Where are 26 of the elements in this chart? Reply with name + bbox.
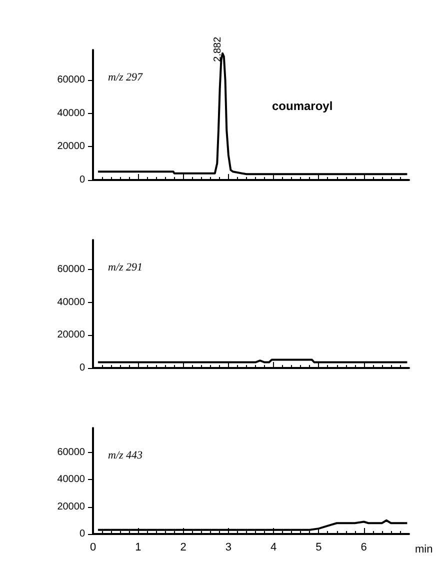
y-tick-label: 40000: [57, 296, 86, 308]
annotation: m/z 443: [108, 450, 144, 462]
x-tick-label: 3: [225, 542, 232, 554]
y-tick-label: 20000: [57, 141, 86, 152]
y-tick-label: 0: [79, 174, 86, 186]
y-tick-label: 60000: [57, 74, 86, 86]
x-tick-label: 6: [360, 542, 367, 554]
y-tick-label: 20000: [57, 501, 86, 512]
y-tick-label: 60000: [57, 446, 86, 458]
y-tick-label: 0: [79, 528, 86, 540]
line-series: [96, 519, 408, 531]
x-axis-title: min: [415, 544, 433, 556]
annotation: coumaroyl: [272, 99, 333, 113]
y-tick-label: 40000: [57, 474, 86, 486]
annotation: 2.882: [212, 36, 224, 62]
x-tick-label: 1: [135, 542, 142, 554]
y-tick-label: 0: [79, 362, 86, 374]
x-tick-label: 2: [180, 542, 186, 554]
x-tick-label: 4: [270, 542, 277, 554]
y-tick-label: 60000: [57, 264, 86, 276]
y-tick-label: 40000: [57, 108, 86, 119]
y-tick-label: 20000: [57, 330, 86, 341]
x-tick-label: 0: [90, 542, 96, 554]
x-tick-label: 5: [316, 542, 322, 554]
annotation: m/z 291: [108, 262, 143, 274]
annotation: m/z 297: [108, 72, 144, 84]
